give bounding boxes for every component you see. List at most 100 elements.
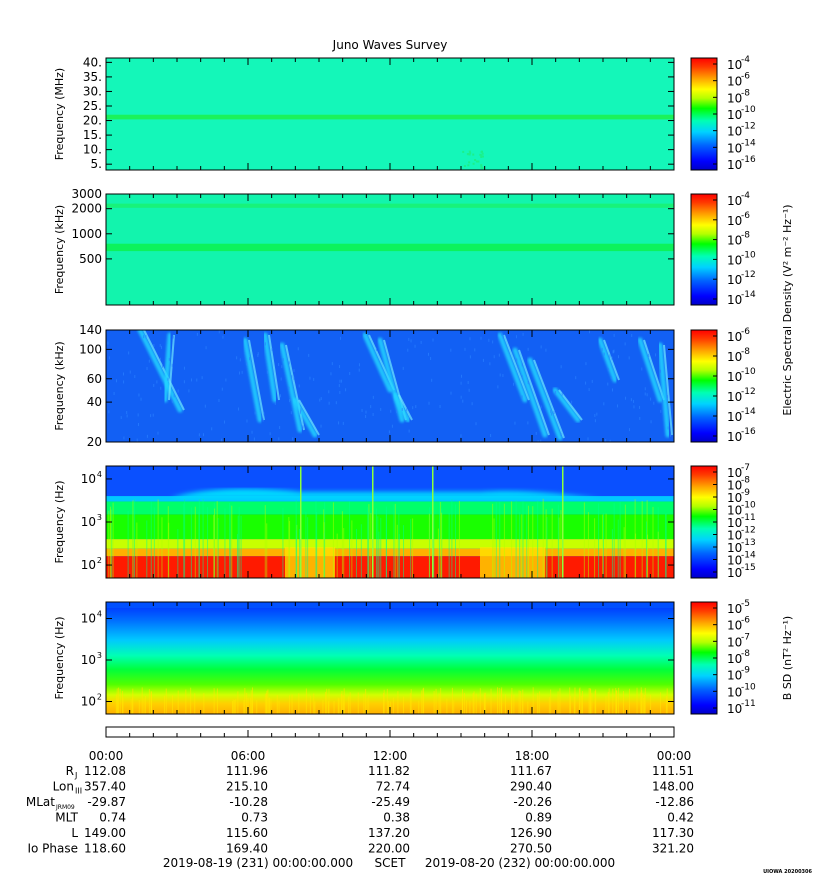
vertical-streak bbox=[598, 503, 600, 578]
noise-speck bbox=[515, 335, 517, 339]
vertical-streak bbox=[141, 687, 143, 714]
noise-speck bbox=[253, 437, 255, 441]
noise-speck bbox=[120, 416, 122, 420]
colorbar-tick-label: 10 bbox=[727, 141, 742, 155]
vertical-streak bbox=[602, 513, 604, 578]
colorbar-tick-exponent: -10 bbox=[741, 367, 756, 377]
noise-speck bbox=[257, 352, 259, 356]
noise-speck bbox=[428, 401, 430, 405]
noise-speck bbox=[338, 421, 340, 425]
colorbar-gradient bbox=[690, 193, 718, 306]
noise-speck bbox=[339, 379, 341, 383]
vertical-streak bbox=[660, 692, 662, 714]
vertical-streak bbox=[551, 508, 553, 578]
time-tick-label: 12:00 bbox=[373, 749, 408, 763]
noise-speck bbox=[653, 401, 655, 405]
vertical-streak bbox=[458, 500, 460, 578]
noise-speck bbox=[173, 394, 175, 398]
vertical-streak bbox=[299, 528, 301, 578]
vertical-streak bbox=[270, 698, 272, 714]
noise-speck bbox=[468, 150, 471, 153]
colorbar-tick-exponent: -9 bbox=[741, 488, 750, 498]
noise-speck bbox=[460, 381, 462, 385]
vertical-streak bbox=[532, 687, 534, 714]
colorbar-tick-exponent: -11 bbox=[741, 513, 756, 523]
noise-speck bbox=[641, 367, 643, 371]
noise-speck bbox=[262, 418, 264, 422]
green-layer bbox=[106, 514, 674, 540]
vertical-streak bbox=[144, 695, 146, 714]
vertical-streak bbox=[562, 466, 564, 578]
vertical-streak bbox=[594, 691, 596, 714]
emission-band bbox=[106, 203, 674, 208]
vertical-streak bbox=[237, 515, 239, 578]
vertical-streak bbox=[250, 690, 252, 714]
vertical-streak bbox=[520, 691, 522, 714]
vertical-streak bbox=[380, 517, 382, 578]
vertical-streak bbox=[367, 507, 369, 578]
colorbar-tick-label: 10 bbox=[727, 75, 742, 89]
noise-speck bbox=[462, 150, 465, 153]
vertical-streak bbox=[366, 698, 368, 714]
colorbar-tick-label: 10 bbox=[727, 273, 742, 287]
noise-speck bbox=[550, 409, 552, 413]
colorbar-label: B SD (nT² Hz⁻¹) bbox=[781, 616, 794, 700]
vertical-streak bbox=[665, 513, 667, 578]
ephemeris-value: 111.82 bbox=[368, 764, 410, 778]
vertical-streak bbox=[558, 517, 560, 578]
colorbar-tick-exponent: -7 bbox=[741, 632, 750, 642]
vertical-streak bbox=[363, 693, 365, 714]
vertical-streak bbox=[465, 700, 467, 714]
noise-speck bbox=[412, 406, 414, 410]
noise-speck bbox=[540, 345, 542, 349]
vertical-streak bbox=[388, 700, 390, 714]
noise-speck bbox=[204, 404, 206, 408]
noise-speck bbox=[553, 410, 555, 414]
vertical-streak bbox=[231, 505, 233, 578]
noise-speck bbox=[282, 358, 284, 362]
vertical-streak bbox=[643, 697, 645, 714]
ephemeris-value: 0.73 bbox=[241, 811, 268, 825]
disturbed-region bbox=[285, 547, 335, 578]
vertical-streak bbox=[202, 498, 204, 578]
colorbar-tick-exponent: -12 bbox=[741, 526, 756, 536]
vertical-streak bbox=[469, 700, 471, 714]
colorbar-tick-label: 10 bbox=[727, 108, 742, 122]
colorbar-tick-label: 10 bbox=[727, 410, 742, 424]
vertical-streak bbox=[397, 691, 399, 714]
noise-speck bbox=[160, 357, 162, 361]
noise-speck bbox=[140, 397, 142, 401]
vertical-streak bbox=[403, 525, 405, 578]
ephemeris-value: 321.20 bbox=[652, 842, 694, 856]
noise-speck bbox=[145, 335, 147, 339]
vertical-streak bbox=[418, 700, 420, 714]
noise-speck bbox=[134, 375, 136, 379]
noise-speck bbox=[414, 344, 416, 348]
colorbar-tick-label: 10 bbox=[727, 58, 742, 72]
noise-speck bbox=[115, 379, 117, 383]
noise-speck bbox=[477, 160, 480, 163]
emission-streak bbox=[512, 347, 548, 438]
noise-speck bbox=[171, 399, 173, 403]
vertical-streak bbox=[372, 466, 374, 578]
vertical-streak bbox=[322, 699, 324, 714]
vertical-streak bbox=[595, 689, 597, 714]
vertical-streak bbox=[115, 694, 117, 714]
colorbar-tick-label: 10 bbox=[727, 390, 742, 404]
vertical-streak bbox=[291, 694, 293, 714]
noise-speck bbox=[358, 363, 360, 367]
vertical-streak bbox=[618, 687, 620, 714]
vertical-streak bbox=[583, 502, 585, 578]
vertical-streak bbox=[251, 700, 253, 714]
y-tick-label: 10 bbox=[81, 695, 96, 709]
noise-speck bbox=[263, 412, 265, 416]
vertical-streak bbox=[579, 687, 581, 714]
noise-speck bbox=[460, 434, 462, 438]
noise-speck bbox=[488, 338, 490, 342]
y-tick-label: 25. bbox=[83, 99, 102, 113]
noise-speck bbox=[618, 355, 620, 359]
y-tick-label: 40 bbox=[87, 395, 102, 409]
vertical-streak bbox=[177, 529, 179, 578]
vertical-streak bbox=[122, 690, 124, 714]
